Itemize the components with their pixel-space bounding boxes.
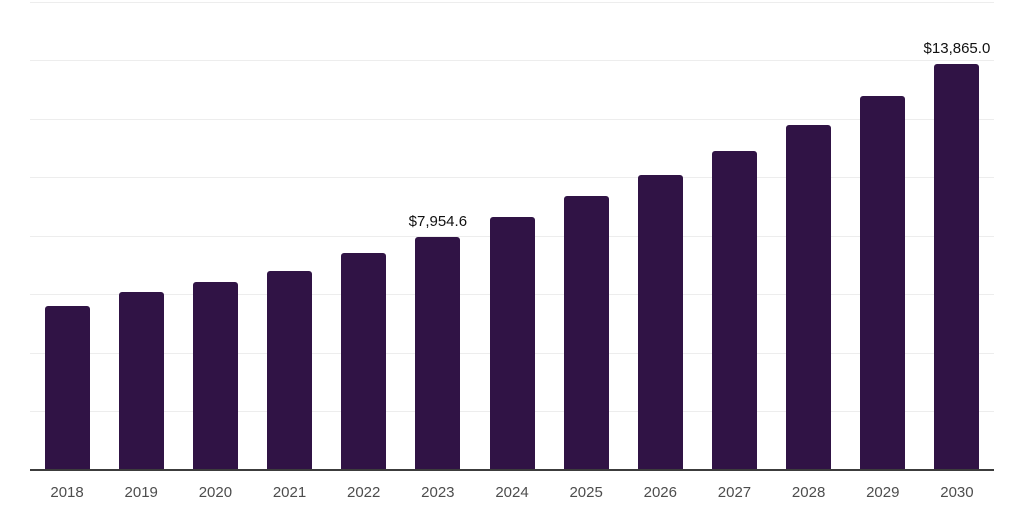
- bar-2018: [44, 306, 90, 470]
- x-axis-label-2022: 2022: [347, 484, 381, 501]
- bar-2022: [341, 253, 387, 470]
- gridline: [30, 118, 994, 120]
- bar-2027: [711, 150, 757, 470]
- x-axis-label-2026: 2026: [643, 484, 677, 501]
- x-axis-label-2025: 2025: [569, 484, 603, 501]
- bar-2030: [934, 64, 980, 470]
- gridline: [30, 177, 994, 178]
- x-axis-label-2027: 2027: [717, 484, 752, 501]
- bar-2023: [415, 237, 461, 470]
- bar-value-label-2023: $7,954.6: [408, 213, 468, 231]
- x-axis-label-2023: 2023: [421, 484, 455, 501]
- bar-2029: [860, 95, 906, 470]
- x-axis-label-2019: 2019: [124, 484, 158, 501]
- x-axis-label-2029: 2029: [866, 484, 900, 501]
- bar-2025: [563, 195, 609, 470]
- bar-2028: [786, 124, 832, 470]
- bar-value-label-2030: $13,865.0: [923, 40, 991, 58]
- bar-2024: [489, 216, 535, 470]
- bar-2021: [267, 270, 313, 470]
- x-axis-line: [30, 469, 994, 471]
- x-axis-label-2030: 2030: [940, 484, 974, 501]
- x-axis-label-2024: 2024: [495, 484, 529, 501]
- x-axis-label-2028: 2028: [791, 484, 826, 501]
- bar-2026: [637, 174, 683, 470]
- x-axis-label-2020: 2020: [198, 484, 233, 501]
- bar-2020: [192, 281, 238, 470]
- bar-2019: [118, 291, 164, 470]
- x-axis-label-2021: 2021: [272, 484, 307, 501]
- gridline: [30, 60, 994, 61]
- x-axis-label-2018: 2018: [50, 484, 84, 501]
- gridline: [30, 1, 994, 3]
